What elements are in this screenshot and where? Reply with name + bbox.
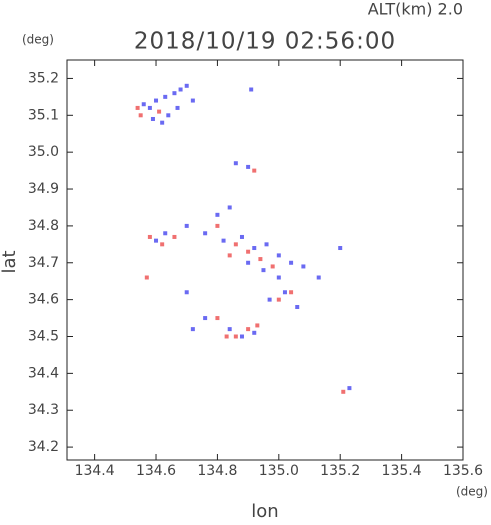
echo-point	[190, 327, 195, 332]
echo-point	[138, 113, 143, 118]
echo-point	[135, 105, 140, 110]
y-axis-label: lat	[0, 250, 20, 273]
echo-point	[172, 91, 177, 96]
echo-point	[246, 164, 251, 169]
echo-point	[276, 253, 281, 258]
echo-point	[301, 264, 306, 269]
echo-point	[141, 102, 146, 107]
echo-point	[160, 242, 165, 247]
echo-point	[227, 327, 232, 332]
x-axis-label: lon	[251, 501, 278, 521]
echo-point	[239, 334, 244, 339]
chart-title: 2018/10/19 02:56:00	[134, 29, 396, 55]
echo-point	[295, 305, 300, 310]
echo-point	[267, 297, 272, 302]
echo-point	[264, 242, 269, 247]
x-tick-label: 135.6	[443, 463, 483, 479]
echo-point	[289, 260, 294, 265]
echo-point	[160, 120, 165, 125]
x-tick-label: 134.4	[75, 463, 115, 479]
echo-point	[227, 205, 232, 210]
echo-point	[221, 238, 226, 243]
echo-point	[261, 268, 266, 273]
echo-point	[184, 290, 189, 295]
y-tick-label: 35.0	[28, 144, 59, 160]
y-tick-label: 34.5	[28, 328, 59, 344]
altitude-label: ALT(km) 2.0	[368, 0, 463, 19]
y-tick-label: 34.2	[28, 439, 59, 455]
echo-point	[157, 109, 162, 114]
echo-point	[233, 161, 238, 166]
echo-point	[163, 94, 168, 99]
echo-point	[154, 238, 159, 243]
x-tick-label: 135.4	[382, 463, 422, 479]
echo-point	[215, 223, 220, 228]
echo-point	[239, 234, 244, 239]
echo-point	[246, 260, 251, 265]
echo-point	[224, 334, 229, 339]
echo-point	[166, 113, 171, 118]
echo-point	[178, 87, 183, 92]
y-tick-label: 34.9	[28, 181, 59, 197]
echo-point	[144, 275, 149, 280]
echo-point	[258, 257, 263, 262]
y-tick-label: 34.6	[28, 292, 59, 308]
y-tick-label: 35.2	[28, 70, 59, 86]
echo-point	[175, 105, 180, 110]
x-tick-label: 135.2	[320, 463, 360, 479]
y-tick-label: 34.3	[28, 402, 59, 418]
echo-point	[252, 168, 257, 173]
echo-point	[163, 231, 168, 236]
y-tick-label: 34.7	[28, 255, 59, 271]
plot-frame	[66, 59, 464, 461]
y-tick-label: 34.8	[28, 218, 59, 234]
echo-point	[249, 87, 254, 92]
x-tick-label: 135.0	[259, 463, 299, 479]
echo-point	[233, 334, 238, 339]
echo-point	[154, 98, 159, 103]
y-tick-label: 35.1	[28, 107, 59, 123]
echo-point	[184, 83, 189, 88]
echo-point	[252, 330, 257, 335]
x-unit: (deg)	[456, 485, 488, 499]
echo-point	[150, 116, 155, 121]
echo-point	[215, 212, 220, 217]
y-unit: (deg)	[22, 33, 54, 47]
echo-point	[276, 297, 281, 302]
echo-point	[184, 223, 189, 228]
echo-point	[252, 246, 257, 251]
echo-point	[246, 249, 251, 254]
echo-point	[172, 234, 177, 239]
echo-point	[203, 231, 208, 236]
echo-point	[316, 275, 321, 280]
echo-point	[246, 327, 251, 332]
y-tick-label: 34.4	[28, 365, 59, 381]
echo-point	[215, 316, 220, 321]
echo-point	[338, 246, 343, 251]
x-tick-label: 134.6	[136, 463, 176, 479]
echo-point	[276, 275, 281, 280]
echo-point	[270, 264, 275, 269]
echo-point	[282, 290, 287, 295]
echo-point	[289, 290, 294, 295]
echo-point	[190, 98, 195, 103]
echo-point	[147, 234, 152, 239]
echo-point	[255, 323, 260, 328]
echo-point	[203, 316, 208, 321]
x-tick-label: 134.8	[197, 463, 237, 479]
echo-point	[233, 242, 238, 247]
echo-point	[227, 253, 232, 258]
echo-point	[147, 105, 152, 110]
echo-point	[341, 389, 346, 394]
echo-point	[347, 386, 352, 391]
